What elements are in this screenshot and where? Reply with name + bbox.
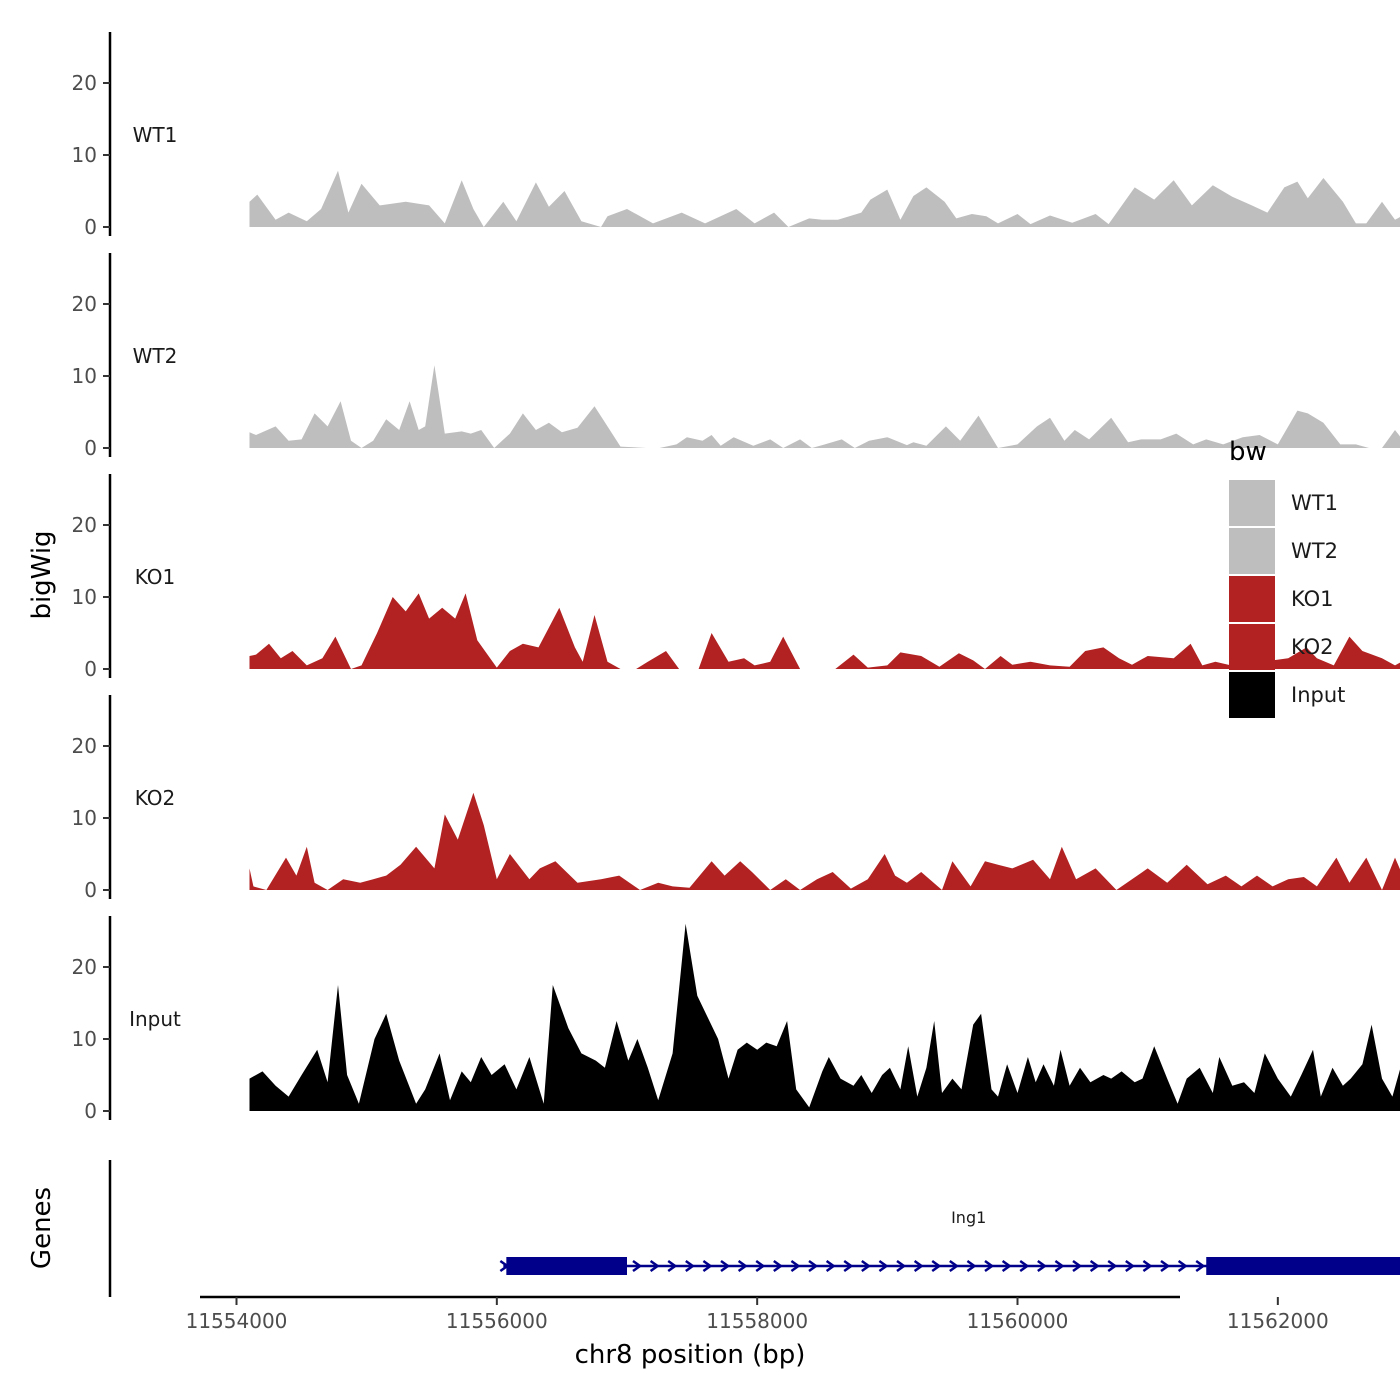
- legend-label-wt2: WT2: [1291, 539, 1338, 563]
- y-tick-label: 10: [72, 1027, 97, 1051]
- strand-arrow: [808, 1259, 819, 1273]
- y-tick-label: 10: [72, 364, 97, 388]
- x-tick-label: 11556000: [446, 1309, 548, 1333]
- coverage-area-ko1: [249, 593, 1400, 669]
- strand-arrow: [720, 1259, 731, 1273]
- strand-arrow: [702, 1259, 713, 1273]
- track-label: Input: [129, 1007, 181, 1031]
- strand-arrow: [984, 1259, 995, 1273]
- legend-label-input: Input: [1291, 683, 1345, 707]
- legend-key-ko1: [1229, 576, 1275, 622]
- strand-arrow: [1107, 1259, 1118, 1273]
- track-label: KO1: [135, 565, 176, 589]
- y-tick-label: 0: [84, 215, 97, 239]
- y-tick-label: 0: [84, 436, 97, 460]
- legend: bw WT1 WT2 KO1 KO2 Input: [1229, 437, 1345, 718]
- legend-key-wt2: [1229, 528, 1275, 574]
- strand-arrow: [1019, 1259, 1030, 1273]
- track-ko2: 0 10 20 KO2: [72, 695, 1400, 902]
- strand-arrow: [773, 1259, 783, 1273]
- x-tick-label: 11558000: [706, 1309, 808, 1333]
- gene-name-label: Ing1: [951, 1208, 986, 1227]
- legend-label-ko2: KO2: [1291, 635, 1334, 659]
- strand-arrow: [685, 1259, 695, 1273]
- strand-arrow: [790, 1259, 801, 1273]
- y-tick-label: 20: [72, 734, 97, 758]
- y-tick-label: 10: [72, 143, 97, 167]
- coverage-area-wt2: [249, 365, 1400, 448]
- strand-arrows: [499, 1259, 1206, 1273]
- strand-arrow: [861, 1259, 871, 1273]
- coverage-area-wt1: [249, 170, 1400, 227]
- legend-title: bw: [1229, 437, 1267, 467]
- track-wt2: 0 10 20 WT2: [72, 253, 1400, 460]
- strand-arrow: [667, 1259, 678, 1273]
- gene-exon: [506, 1257, 627, 1275]
- gene-exon: [1206, 1257, 1400, 1275]
- x-tick-label: 11560000: [967, 1309, 1069, 1333]
- track-input: 0 10 20 Input: [72, 916, 1400, 1123]
- strand-arrow: [825, 1259, 836, 1273]
- x-axis-title: chr8 position (bp): [575, 1340, 806, 1370]
- track-wt1: 0 10 20 WT1: [72, 32, 1400, 239]
- x-axis: 11554000 11556000 11558000 11560000 11562000: [186, 1295, 1329, 1333]
- track-label: KO2: [135, 786, 176, 810]
- strand-arrow: [1142, 1259, 1153, 1273]
- strand-arrow: [966, 1259, 977, 1273]
- strand-arrow: [949, 1259, 959, 1273]
- y-tick-label: 0: [84, 1099, 97, 1123]
- strand-arrow: [737, 1259, 748, 1273]
- y-tick-label: 10: [72, 806, 97, 830]
- legend-key-wt1: [1229, 480, 1275, 526]
- coverage-area-ko2: [249, 792, 1400, 890]
- y-tick-label: 20: [72, 513, 97, 537]
- legend-key-ko2: [1229, 624, 1275, 670]
- strand-arrow: [931, 1259, 942, 1273]
- gene-track: Ing1: [108, 1160, 1400, 1297]
- strand-arrow: [1125, 1259, 1135, 1273]
- strand-arrow: [755, 1259, 766, 1273]
- strand-arrow: [896, 1259, 907, 1273]
- track-label: WT1: [133, 123, 178, 147]
- strand-arrow: [1001, 1259, 1012, 1273]
- strand-arrow: [878, 1259, 889, 1273]
- strand-arrow: [1037, 1259, 1047, 1273]
- strand-arrow: [1089, 1259, 1100, 1273]
- y-tick-label: 20: [72, 955, 97, 979]
- x-tick-label: 11562000: [1227, 1309, 1329, 1333]
- strand-arrow: [1195, 1259, 1206, 1273]
- gene-track-title: Genes: [27, 1187, 57, 1269]
- y-tick-label: 0: [84, 878, 97, 902]
- tracks-layer: 0 10 20 WT1 0 10 20 WT2 0 10 20 KO1 0 10 20 KO2 0 10 20 Inp…: [72, 32, 1400, 1123]
- strand-arrow: [1054, 1259, 1065, 1273]
- y-tick-label: 20: [72, 292, 97, 316]
- track-label: WT2: [133, 344, 178, 368]
- strand-arrow: [1177, 1259, 1188, 1273]
- coverage-area-input: [249, 923, 1400, 1111]
- legend-key-input: [1229, 672, 1275, 718]
- strand-arrow: [1160, 1259, 1171, 1273]
- strand-arrow: [649, 1259, 660, 1273]
- x-tick-label: 11554000: [186, 1309, 288, 1333]
- strand-arrow: [1072, 1259, 1083, 1273]
- strand-arrow: [843, 1259, 854, 1273]
- strand-arrow: [632, 1259, 643, 1273]
- y-tick-label: 20: [72, 71, 97, 95]
- legend-label-ko1: KO1: [1291, 587, 1334, 611]
- track-ko1: 0 10 20 KO1: [72, 474, 1400, 681]
- y-tick-label: 0: [84, 657, 97, 681]
- legend-label-wt1: WT1: [1291, 491, 1338, 515]
- y-axis-title: bigWig: [27, 530, 57, 619]
- y-tick-label: 10: [72, 585, 97, 609]
- strand-arrow: [913, 1259, 924, 1273]
